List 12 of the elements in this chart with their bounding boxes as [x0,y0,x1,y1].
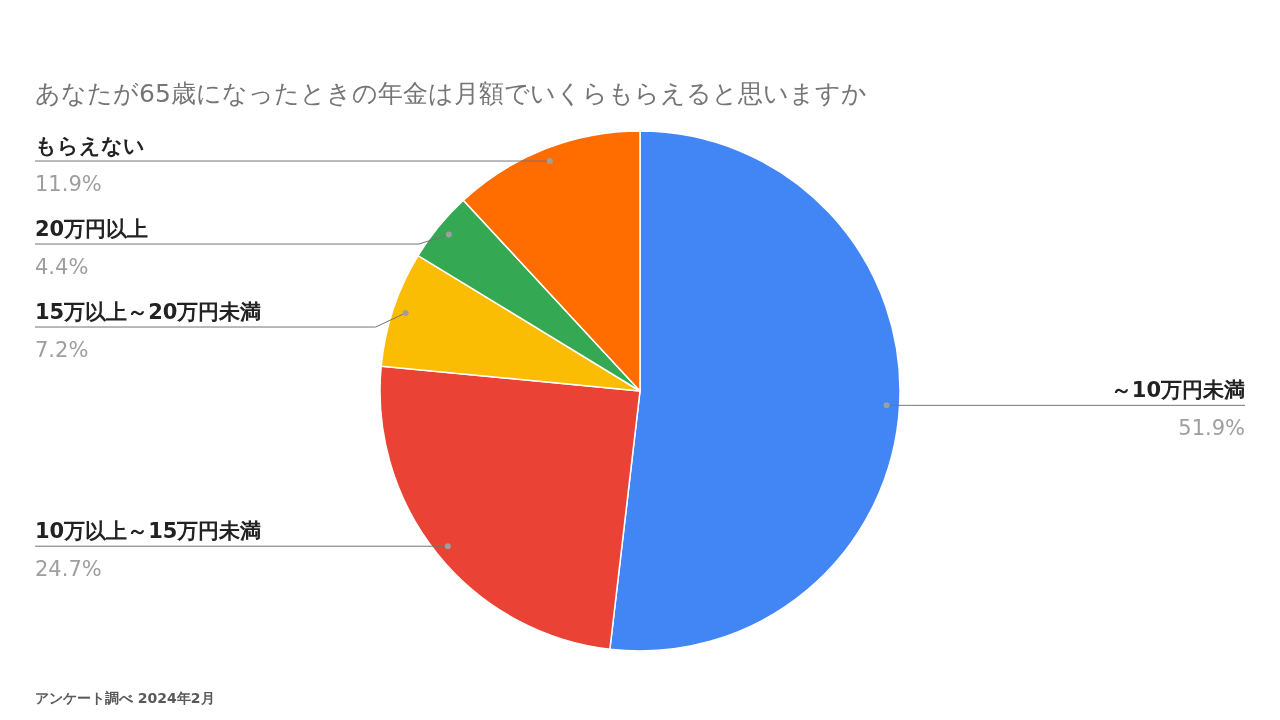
slice-label: 15万以上～20万円未満 [35,300,262,325]
slice-label: 20万円以上 [35,217,149,242]
slice-label: 10万以上～15万円未満 [35,519,262,544]
text: アンケート調べ 2024年2月 [35,690,215,706]
data-label: 7.2% [35,338,89,363]
data-label: 24.7% [35,557,102,582]
chart-title: あなたが65歳になったときの年金は月額でいくらもらえると思いますか [35,79,867,108]
data-label: 11.9% [35,172,102,197]
slice-label: もらえない [35,134,145,159]
slice-label: ～10万円未満 [1110,378,1245,403]
data-label: 4.4% [35,255,89,280]
data-label: 51.9% [1178,416,1245,441]
